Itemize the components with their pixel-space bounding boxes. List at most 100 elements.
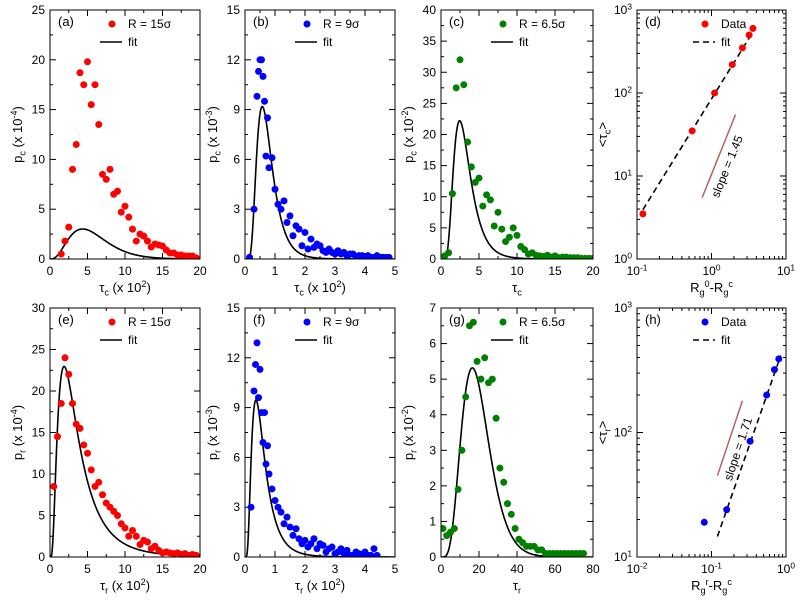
legend-marker (303, 20, 311, 28)
data-point (307, 235, 315, 243)
data-point (121, 202, 129, 210)
data-point (264, 442, 271, 450)
y-tick-label: 103 (614, 299, 632, 315)
y-tick-label: 0 (233, 252, 240, 266)
y-axis-label: pc (x 10-4) (9, 106, 27, 163)
y-axis-label: pr (x 10-3) (204, 405, 222, 460)
data-point (256, 365, 264, 373)
data-point (481, 354, 489, 362)
data-point (250, 387, 258, 395)
x-tick-label: 1 (272, 562, 279, 576)
data-point (289, 531, 297, 539)
data-point (373, 551, 381, 557)
data-point (268, 154, 276, 162)
data-point (775, 355, 783, 363)
data-point (467, 163, 475, 171)
data-point (69, 399, 76, 407)
fit-curve (642, 28, 756, 211)
data-point (72, 140, 80, 148)
x-tick-label: 4 (362, 264, 369, 278)
x-tick-label: 10-1 (627, 262, 648, 278)
y-tick-label: 20 (32, 53, 46, 67)
y-tick-label: 6 (233, 152, 240, 166)
data-point (271, 497, 279, 505)
data-point (728, 61, 736, 69)
fit-curve (245, 105, 395, 259)
legend-marker (701, 318, 709, 326)
data-point (144, 538, 151, 546)
data-point (140, 232, 148, 240)
x-tick-label: 100 (777, 560, 795, 576)
y-tick-label: 0 (38, 550, 45, 564)
data-point (277, 205, 285, 213)
data-point (700, 518, 708, 526)
x-tick-label: 10 (118, 562, 132, 576)
data-point (385, 253, 393, 259)
data-point (50, 482, 58, 490)
data-point (84, 449, 91, 457)
x-tick-label: 2 (302, 562, 309, 576)
data-point (84, 58, 91, 66)
y-tick-label: 9 (233, 103, 240, 117)
y-tick-label: 20 (423, 128, 437, 142)
y-tick-label: 25 (32, 343, 46, 357)
data-point (450, 525, 458, 533)
data-point (505, 233, 513, 241)
legend-data-label: R = 15σ (128, 315, 172, 329)
y-tick-label: 15 (423, 159, 437, 173)
panel-e: 0 5 10 15 20 0 5 10 15 20 25 30 τr (x 102) pr (x 10-4… (9, 301, 207, 595)
legend-marker (499, 318, 507, 326)
y-tick-label: 15 (227, 301, 241, 315)
data-point (280, 197, 288, 205)
panel-label: (c) (449, 14, 464, 29)
y-axis-label: <τc> (595, 122, 612, 147)
data-point (441, 525, 447, 533)
legend-marker (499, 20, 507, 28)
x-tick-label: 0 (242, 264, 249, 278)
data-point (456, 56, 464, 64)
data-point (87, 466, 95, 474)
data-point (61, 237, 69, 245)
x-tick-label: 5 (84, 264, 91, 278)
data-point (723, 506, 731, 514)
plot-frame (244, 307, 396, 558)
panel-label: (f) (253, 312, 265, 327)
data-point (460, 81, 468, 89)
x-tick-label: 20 (193, 562, 207, 576)
y-tick-label: 5 (38, 202, 45, 216)
data-point (125, 532, 133, 540)
x-tick-label: 0 (438, 264, 445, 278)
data-point (490, 222, 498, 230)
y-axis-label: pr (x 10-2) (400, 405, 418, 460)
data-point (121, 524, 129, 532)
data-point (711, 89, 719, 97)
y-tick-label: 25 (32, 3, 46, 17)
data-point (102, 175, 110, 183)
data-point (106, 165, 114, 173)
y-tick-label: 2 (429, 479, 436, 493)
data-point (192, 254, 200, 259)
y-tick-label: 40 (423, 3, 437, 17)
data-point (498, 225, 506, 233)
legend-marker (108, 20, 116, 28)
x-tick-label: 10 (118, 264, 132, 278)
data-point (80, 81, 88, 89)
y-tick-label: 9 (233, 401, 240, 415)
legend-fit-label: fit (519, 35, 529, 49)
data-point (763, 391, 771, 399)
plot-frame (49, 307, 201, 558)
x-tick-label: 15 (156, 562, 170, 576)
y-tick-label: 103 (614, 1, 632, 17)
x-tick-label: 20 (586, 264, 600, 278)
y-tick-label: 20 (32, 384, 46, 398)
x-tick-label: 5 (84, 562, 91, 576)
legend-marker (108, 318, 116, 326)
data-point (511, 525, 519, 533)
data-point (91, 81, 99, 89)
y-tick-label: 25 (423, 96, 437, 110)
y-tick-label: 6 (429, 337, 436, 351)
data-point (580, 549, 587, 557)
data-point (261, 409, 268, 417)
